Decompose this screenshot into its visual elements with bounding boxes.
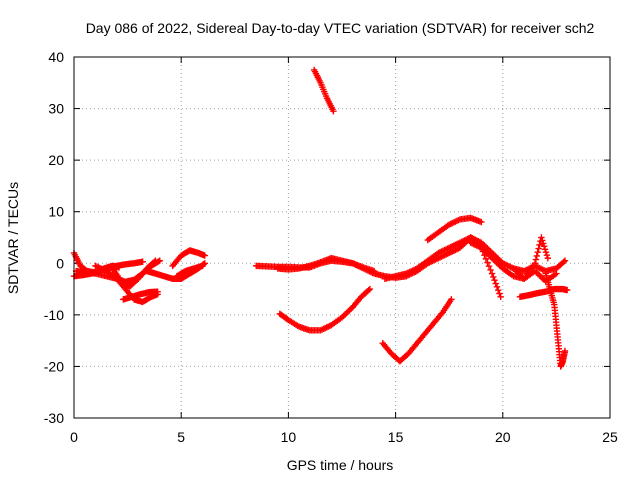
x-axis-label: GPS time / hours: [287, 457, 394, 473]
data-point: [537, 273, 545, 281]
series-arc-j: [253, 234, 474, 281]
y-tick-label: 20: [48, 152, 64, 168]
y-axis-label: SDTVAR / TECUs: [5, 182, 21, 294]
data-point: [544, 254, 552, 262]
plot-border: [73, 56, 611, 419]
grid: [74, 57, 610, 418]
x-tick-label: 0: [70, 429, 78, 445]
series-arc-t: [516, 285, 571, 301]
y-tick-label: 0: [56, 255, 64, 271]
data-point: [330, 107, 337, 115]
y-tick-label: -10: [44, 307, 64, 323]
data-point: [448, 296, 455, 303]
data-point: [495, 286, 502, 294]
data-point: [344, 308, 352, 315]
y-tick-label: 40: [48, 49, 64, 65]
series-arc-p: [424, 214, 485, 244]
data-point: [538, 234, 545, 241]
x-tick-label: 20: [495, 429, 511, 445]
y-tick-label: 10: [48, 204, 64, 220]
series-arc-h: [169, 247, 208, 270]
data-point: [561, 257, 569, 264]
data-point: [491, 277, 498, 284]
data-point: [482, 255, 490, 263]
series-arc-i: [173, 262, 206, 280]
data-point: [485, 263, 493, 270]
data-point: [496, 290, 503, 297]
data-point: [553, 270, 560, 277]
data-point: [152, 257, 159, 264]
data-point: [365, 286, 372, 294]
x-tick-label: 10: [281, 429, 297, 445]
data-point: [487, 266, 494, 274]
data-point: [533, 269, 540, 276]
series-arc-f: [120, 288, 161, 303]
data-point: [484, 259, 491, 266]
data-point: [536, 272, 543, 279]
data-point: [560, 258, 567, 266]
chart-title: Day 086 of 2022, Sidereal Day-to-day VTE…: [86, 20, 595, 36]
y-tick-label: -20: [44, 358, 64, 374]
data-point: [532, 256, 540, 263]
data-point: [488, 270, 496, 277]
y-tick-label: 30: [48, 101, 64, 117]
data-point: [536, 241, 543, 249]
data-point: [543, 251, 551, 259]
y-tick-label: -30: [44, 410, 64, 426]
data-point: [341, 311, 349, 318]
series-arc-u: [542, 270, 569, 370]
data-point: [154, 288, 161, 295]
data-point: [199, 262, 206, 270]
data-point: [343, 309, 350, 317]
series-arc-n: [379, 296, 455, 365]
data-point: [540, 240, 547, 247]
series-arc-m: [276, 285, 374, 334]
data-point: [542, 249, 550, 256]
data-point: [370, 267, 378, 275]
data-point: [531, 260, 539, 267]
x-tick-label: 5: [177, 429, 185, 445]
data-point: [201, 252, 208, 259]
data-point: [497, 293, 504, 301]
data-point: [561, 347, 569, 355]
data-point: [366, 285, 374, 293]
data-point: [492, 280, 499, 287]
data-point: [563, 286, 571, 294]
data-points: [70, 66, 571, 370]
data-point: [139, 258, 146, 265]
x-tick-label: 25: [602, 429, 618, 445]
data-point: [490, 273, 497, 281]
series-arc-l: [310, 66, 337, 115]
data-point: [541, 246, 549, 253]
data-point: [478, 218, 485, 226]
data-point: [539, 237, 546, 244]
series-arc-s: [510, 265, 560, 285]
data-point: [151, 258, 158, 266]
data-point: [346, 306, 353, 314]
x-tick-label: 15: [388, 429, 404, 445]
series-arc-k: [274, 254, 378, 275]
data-point: [540, 243, 548, 250]
data-point: [493, 283, 501, 291]
data-point: [534, 249, 541, 256]
data-point: [533, 252, 540, 260]
data-point: [535, 245, 542, 252]
